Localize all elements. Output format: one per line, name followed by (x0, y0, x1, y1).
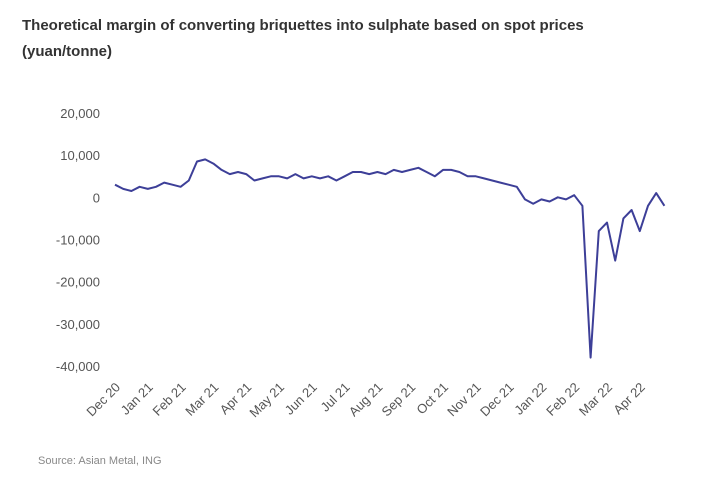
x-tick-label: Oct 21 (413, 380, 451, 418)
x-tick-label: May 21 (246, 380, 287, 421)
x-tick-label: Mar 21 (182, 380, 221, 419)
x-tick-label: Jan 21 (118, 380, 156, 418)
x-tick-label: Mar 22 (576, 380, 615, 419)
y-tick-label: -40,000 (56, 359, 100, 374)
y-tick-label: -20,000 (56, 275, 100, 290)
y-tick-label: 20,000 (60, 106, 100, 121)
x-tick-label: Feb 21 (149, 380, 188, 419)
x-tick-label: Jan 22 (511, 380, 549, 418)
x-tick-label: Aug 21 (346, 380, 386, 420)
x-tick-label: Dec 20 (83, 380, 123, 420)
source: Source: Asian Metal, ING (38, 455, 162, 467)
x-tick-label: Sep 21 (379, 380, 419, 420)
y-tick-label: -30,000 (56, 317, 100, 332)
y-tick-label: -10,000 (56, 233, 100, 248)
x-tick-label: Nov 21 (444, 380, 484, 420)
x-tick-label: Jun 21 (282, 380, 320, 418)
x-tick-label: Dec 21 (477, 380, 517, 420)
y-tick-label: 0 (93, 190, 100, 205)
series-line (114, 158, 666, 359)
x-tick-label: Apr 22 (610, 380, 648, 418)
y-tick-label: 10,000 (60, 148, 100, 163)
chart-title: Theoretical margin of converting briquet… (22, 17, 584, 34)
chart-subtitle: (yuan/tonne) (22, 43, 112, 60)
x-tick-label: Feb 22 (543, 380, 582, 419)
